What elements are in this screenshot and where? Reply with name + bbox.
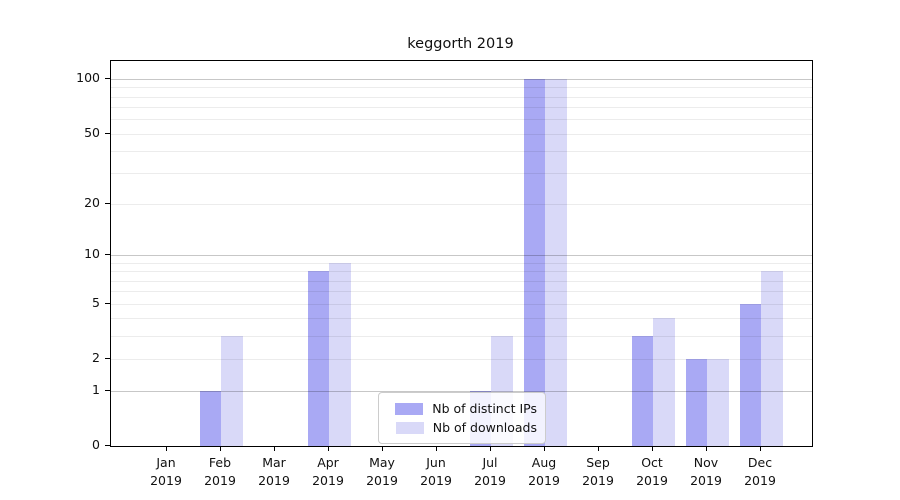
bar-distinct-ips (523, 79, 545, 446)
gridline-minor (111, 119, 812, 121)
x-tick-label: Sep 2019 (582, 455, 614, 489)
x-tick (274, 446, 275, 451)
gridline-major (111, 255, 812, 257)
legend-label-downloads: Nb of downloads (432, 420, 537, 435)
y-tick (105, 132, 110, 134)
x-tick-label: Jun 2019 (420, 455, 452, 489)
bar-downloads (221, 335, 243, 446)
bar-downloads (329, 263, 351, 446)
y-tick-label: 10 (84, 246, 100, 262)
gridline-major (111, 390, 812, 392)
x-tick (220, 446, 221, 451)
y-tick-label: 2 (92, 349, 100, 365)
x-tick (166, 446, 167, 451)
plot-area (110, 60, 813, 447)
y-tick (105, 389, 110, 391)
bar-distinct-ips (685, 358, 707, 446)
bar-distinct-ips (631, 335, 653, 446)
gridline-minor (111, 271, 812, 273)
gridline-minor (111, 133, 812, 135)
gridline-minor (111, 204, 812, 206)
x-tick (490, 446, 491, 451)
x-tick-label: Jan 2019 (150, 455, 182, 489)
x-tick-label: Apr 2019 (312, 455, 344, 489)
legend-swatch-downloads (395, 421, 424, 434)
gridline-minor (111, 291, 812, 293)
y-tick (105, 78, 110, 80)
y-tick (105, 445, 110, 446)
gridline-minor (111, 173, 812, 175)
x-tick-label: Feb 2019 (204, 455, 236, 489)
x-tick (382, 446, 383, 451)
x-tick-label: Nov 2019 (690, 455, 722, 489)
bar-distinct-ips (307, 271, 329, 446)
bar-distinct-ips (739, 303, 761, 446)
legend-label-distinct-ips: Nb of distinct IPs (432, 401, 537, 416)
bar-downloads (761, 271, 783, 446)
legend-item-downloads: Nb of downloads (387, 419, 537, 436)
gridline-minor (111, 87, 812, 89)
x-tick (598, 446, 599, 451)
y-tick-label: 50 (84, 124, 100, 140)
x-tick-label: Mar 2019 (258, 455, 290, 489)
gridline-minor (111, 303, 812, 305)
x-tick (760, 446, 761, 451)
x-tick-label: Jul 2019 (474, 455, 506, 489)
gridline-minor (111, 96, 812, 98)
y-tick-label: 100 (76, 70, 100, 86)
legend: Nb of distinct IPs Nb of downloads (378, 392, 546, 444)
y-tick-label: 20 (84, 195, 100, 211)
y-tick (105, 302, 110, 304)
y-tick (105, 203, 110, 205)
legend-item-distinct-ips: Nb of distinct IPs (387, 400, 537, 417)
gridline-minor (111, 107, 812, 109)
gridline-minor (111, 358, 812, 360)
x-tick-label: May 2019 (366, 455, 398, 489)
bar-downloads (653, 318, 675, 446)
y-tick-label: 0 (92, 437, 100, 452)
legend-swatch-distinct-ips (395, 402, 424, 415)
x-tick-label: Dec 2019 (744, 455, 776, 489)
y-tick (105, 254, 110, 256)
gridline-minor (111, 280, 812, 282)
x-tick-label: Aug 2019 (528, 455, 560, 489)
bar-downloads (707, 358, 729, 446)
x-tick-label: Oct 2019 (636, 455, 668, 489)
x-tick (652, 446, 653, 451)
gridline-minor (111, 263, 812, 264)
gridline-minor (111, 150, 812, 152)
x-tick (328, 446, 329, 451)
y-tick-label: 5 (92, 294, 100, 310)
plot-canvas (111, 61, 812, 446)
bar-downloads (545, 79, 567, 446)
gridline-major (111, 79, 812, 81)
chart-title: keggorth 2019 (407, 36, 514, 52)
y-tick (105, 357, 110, 359)
x-tick (436, 446, 437, 451)
gridline-minor (111, 318, 812, 320)
x-tick (706, 446, 707, 451)
gridline-minor (111, 335, 812, 337)
x-tick (544, 446, 545, 451)
bar-distinct-ips (199, 390, 221, 446)
y-tick-label: 1 (92, 381, 100, 397)
